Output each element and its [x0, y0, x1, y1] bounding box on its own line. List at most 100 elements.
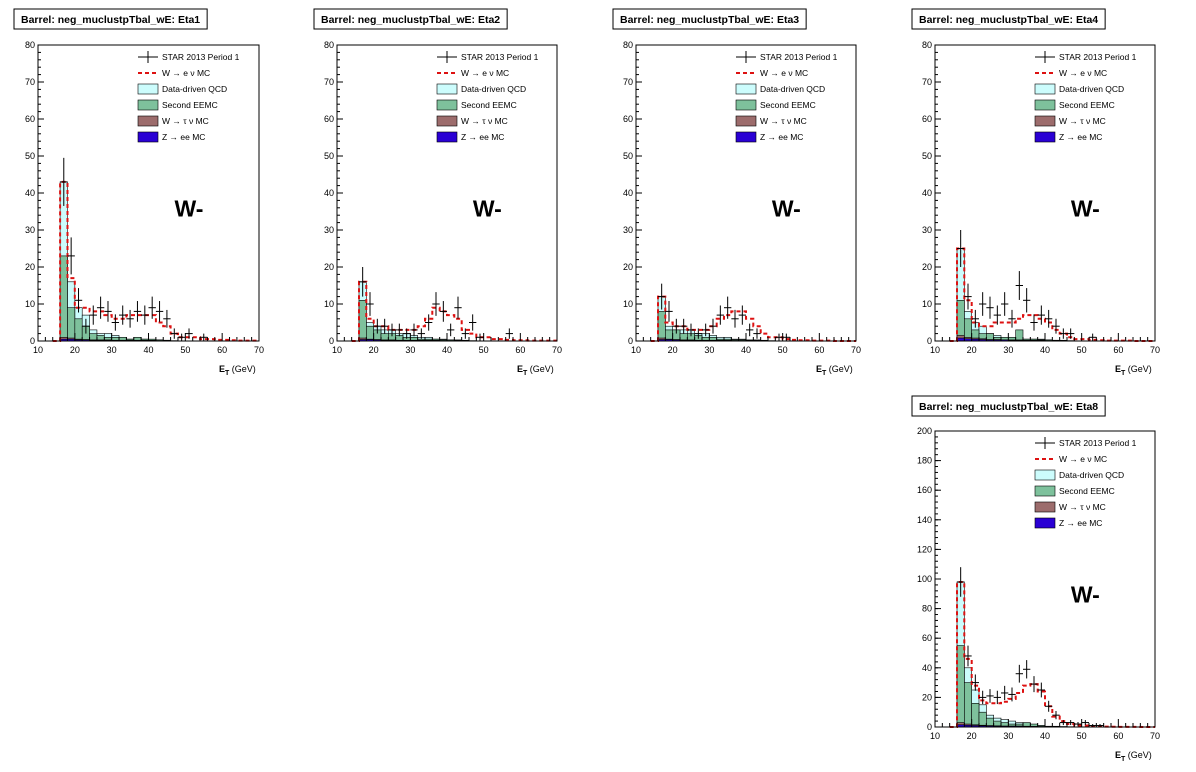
- legend-swatch: [1034, 83, 1056, 95]
- data-point: [395, 323, 403, 337]
- data-point: [1015, 271, 1023, 300]
- x-axis: 10 20 30 40 50 60 70: [33, 333, 264, 355]
- x-axis-title-sub: T: [1121, 370, 1126, 377]
- bar-eemc: [657, 311, 666, 342]
- data-point: [373, 318, 381, 334]
- y-tick-label: 30: [324, 225, 334, 235]
- x-axis-title: ET (GeV): [517, 364, 554, 377]
- y-tick-label: 0: [927, 722, 932, 732]
- y-axis: 0 10 20 30 40 50 60 70 80: [623, 40, 642, 346]
- data-point: [694, 328, 702, 339]
- chart-title: Barrel: neg_muclustpTbal_wE: Eta3: [612, 8, 807, 30]
- data-point: [104, 301, 112, 322]
- annotation-w-minus: W-: [1071, 196, 1100, 222]
- chart-panel-5: Barrel: neg_muclustpTbal_wE: Eta8 10 20 30 4…: [911, 395, 1160, 763]
- legend-label: W → τ ν MC: [760, 116, 807, 126]
- data-point: [60, 157, 68, 206]
- legend-label: Data-driven QCD: [461, 84, 526, 94]
- chart-title-box: [911, 395, 1106, 417]
- annotation-w-minus: W-: [473, 196, 502, 222]
- legend-label: W → e ν MC: [1059, 68, 1107, 78]
- chart-title-text: Barrel: neg_muclustpTbal_wE: Eta2: [321, 14, 500, 26]
- data-point: [1045, 700, 1053, 712]
- legend-entry: W → τ ν MC: [436, 115, 508, 127]
- y-tick-label: 20: [922, 692, 932, 702]
- x-tick-label: 10: [930, 345, 940, 355]
- legend-entry: Data-driven QCD: [735, 83, 825, 95]
- data-point: [964, 283, 972, 310]
- legend-entry: STAR 2013 Period 1: [1035, 437, 1137, 449]
- data-point: [1045, 309, 1053, 328]
- legend-label: Data-driven QCD: [1059, 84, 1124, 94]
- chart-title: Barrel: neg_muclustpTbal_wE: Eta8: [911, 395, 1106, 417]
- x-tick-label: 50: [180, 345, 190, 355]
- y-axis: 0 10 20 30 40 50 60 70 80: [324, 40, 343, 346]
- legend-label: STAR 2013 Period 1: [1059, 438, 1137, 448]
- y-tick-label: 30: [623, 225, 633, 235]
- bar-eemc: [956, 645, 965, 728]
- legend-label: W → e ν MC: [162, 68, 210, 78]
- data-point: [1081, 720, 1089, 726]
- legend-label: Z → ee MC: [1059, 132, 1102, 142]
- legend-entry: Second EEMC: [1034, 99, 1115, 111]
- data-point: [680, 318, 688, 334]
- y-tick-label: 0: [329, 336, 334, 346]
- data-point: [1023, 660, 1031, 679]
- y-tick-label: 20: [25, 262, 35, 272]
- legend-entry: W → τ ν MC: [1034, 501, 1106, 513]
- y-tick-label: 120: [917, 544, 932, 554]
- data-point: [1037, 682, 1045, 698]
- legend-entry: Data-driven QCD: [1034, 469, 1124, 481]
- legend-swatch: [436, 115, 458, 127]
- x-tick-label: 70: [552, 345, 562, 355]
- bar-eemc: [67, 307, 76, 342]
- chart-title: Barrel: neg_muclustpTbal_wE: Eta1: [13, 8, 208, 30]
- x-axis-title-unit: (GeV): [826, 364, 853, 374]
- y-tick-label: 50: [922, 151, 932, 161]
- data-point: [986, 296, 994, 319]
- data-point: [753, 328, 761, 339]
- line-w-enu-mc: [52, 180, 259, 342]
- x-axis-title: ET (GeV): [816, 364, 853, 377]
- legend-label: Second EEMC: [1059, 100, 1115, 110]
- legend-entry: Z → ee MC: [436, 131, 504, 143]
- legend-label: STAR 2013 Period 1: [461, 52, 539, 62]
- x-axis: 10 20 30 40 50 60 70: [930, 719, 1160, 741]
- data-point: [1015, 664, 1023, 683]
- legend-entry: STAR 2013 Period 1: [1035, 51, 1137, 63]
- annotation-w-minus: W-: [1071, 582, 1100, 608]
- y-tick-label: 10: [25, 299, 35, 309]
- legend-swatch: [137, 83, 159, 95]
- y-tick-label: 20: [324, 262, 334, 272]
- histogram-qcd: [59, 181, 179, 342]
- legend-entry: W → e ν MC: [736, 68, 808, 78]
- data-point: [1037, 305, 1045, 325]
- data-point: [1089, 333, 1097, 341]
- data-point: [993, 690, 1001, 705]
- chart-panel-1: Barrel: neg_muclustpTbal_wE: Eta1 10 20 30 4…: [13, 8, 264, 377]
- x-tick-label: 30: [405, 345, 415, 355]
- x-tick-label: 30: [1003, 345, 1013, 355]
- legend-label: Second EEMC: [1059, 486, 1115, 496]
- data-series: [957, 567, 1104, 727]
- data-point: [82, 318, 90, 334]
- bar-eemc: [59, 255, 68, 342]
- legend-swatch: [436, 99, 458, 111]
- data-point: [170, 328, 178, 339]
- y-tick-label: 10: [623, 299, 633, 309]
- x-tick-label: 70: [254, 345, 264, 355]
- y-tick-label: 50: [623, 151, 633, 161]
- legend-entry: STAR 2013 Period 1: [138, 51, 240, 63]
- data-series: [957, 230, 1097, 341]
- chart-title-box: [911, 8, 1106, 30]
- x-axis-title-main: E: [816, 364, 822, 374]
- y-axis: 0 10 20 30 40 50 60 70 80: [25, 40, 44, 346]
- y-tick-label: 0: [30, 336, 35, 346]
- data-point: [111, 314, 120, 331]
- legend-label: STAR 2013 Period 1: [162, 52, 240, 62]
- y-tick-label: 180: [917, 456, 932, 466]
- y-tick-label: 80: [623, 40, 633, 50]
- bar-eemc: [366, 325, 374, 342]
- x-axis-title-main: E: [219, 364, 225, 374]
- data-point: [439, 301, 447, 322]
